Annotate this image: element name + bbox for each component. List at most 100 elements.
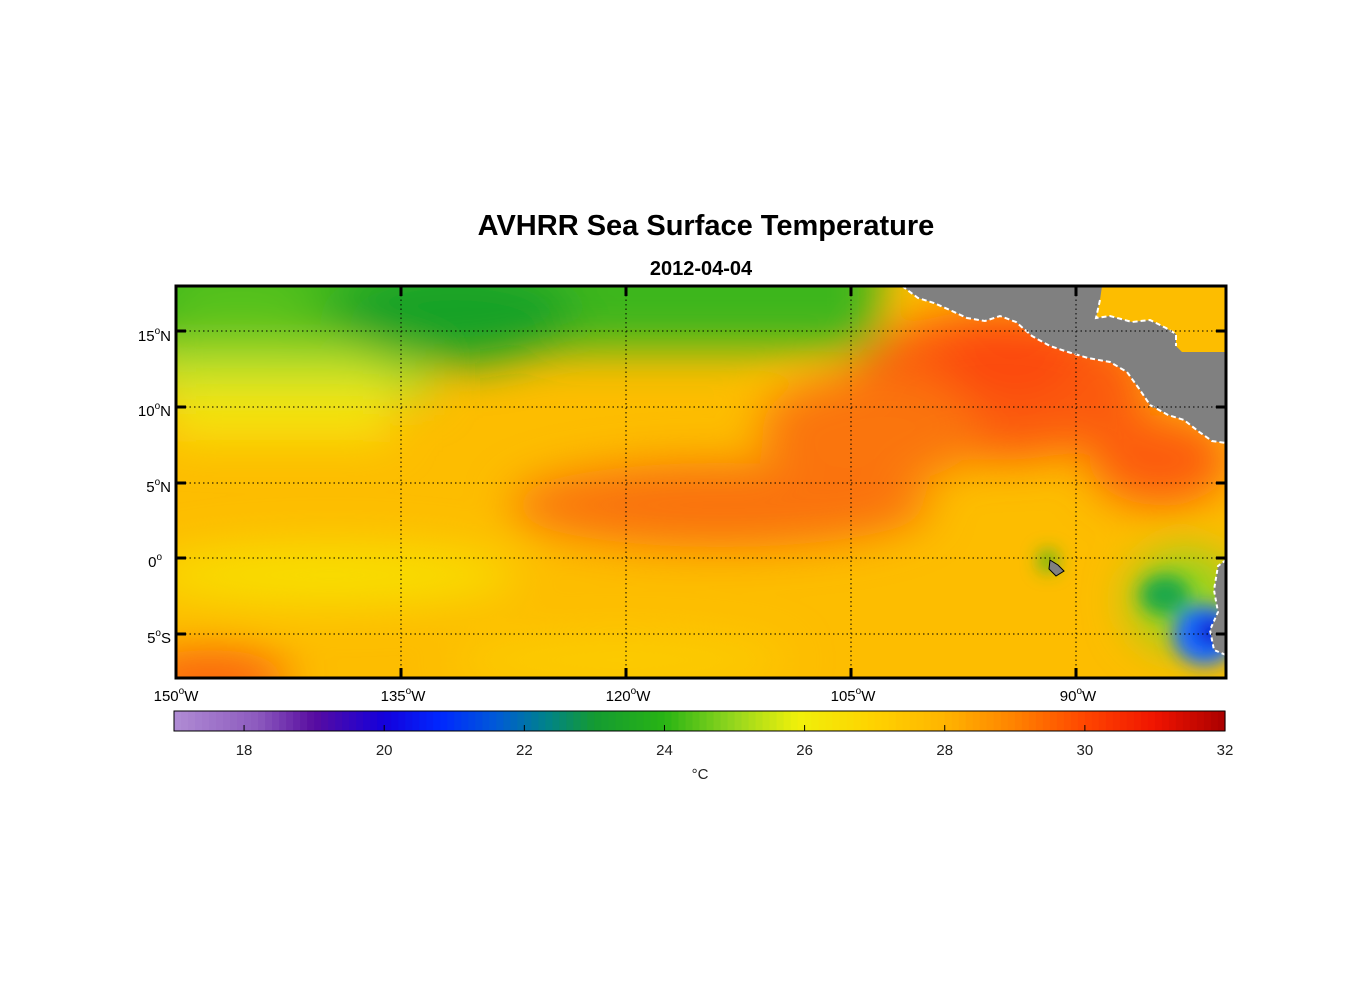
colorbar-cell [685,711,694,731]
y-tick-label: 15oN [138,326,171,345]
colorbar-cell [1147,711,1156,731]
colorbar-cell [678,711,687,731]
colorbar-cell [1014,711,1023,731]
land-gulf-cutout [1096,286,1226,352]
colorbar-cell [531,711,539,731]
colorbar-cell [867,711,876,731]
colorbar-tick-label: 18 [236,742,253,759]
colorbar-cell [370,711,378,731]
colorbar-cell [433,711,441,731]
colorbar-cell [489,711,497,731]
colorbar-cell [699,711,708,731]
colorbar-tick-label: 22 [516,742,533,759]
colorbar-cell [405,711,413,731]
colorbar-cell [573,711,581,731]
colorbar-cell [391,711,399,731]
colorbar-cell [1196,711,1205,731]
colorbar-cell [944,711,953,731]
colorbar-cell [1133,711,1142,731]
colorbar-cell [1063,711,1072,731]
colorbar-cell [244,711,252,731]
colorbar-cell [356,711,364,731]
colorbar-cell [1182,711,1191,731]
colorbar-cell [587,711,595,731]
colorbar-cell [1070,711,1079,731]
colorbar-cell [1042,711,1051,731]
colorbar-cell [412,711,420,731]
x-tick-label: 90oW [1060,686,1097,705]
region-warm-pool-mid [760,375,980,485]
colorbar-cell [1168,711,1177,731]
land-galapagos [1048,559,1065,577]
colorbar-cell [776,711,785,731]
colorbar-cell [1035,711,1044,731]
colorbar-cell [916,711,925,731]
colorbar-cell [559,711,567,731]
colorbar-cell [286,711,294,731]
colorbar-cell [594,711,603,731]
colorbar-cell [860,711,869,731]
colorbar-cell [538,711,546,731]
chart-subtitle: 2012-04-04 [650,258,753,280]
colorbar-cell [734,711,743,731]
colorbar-cell [986,711,995,731]
y-tick-label: 10oN [138,401,171,420]
colorbar-cell [1084,711,1093,731]
colorbar-cell [888,711,897,731]
colorbar-cell [713,711,722,731]
colorbar-cell [482,711,490,731]
colorbar-cell [517,711,525,731]
colorbar-cell [811,711,820,731]
colorbar-cell [1154,711,1163,731]
colorbar-tick-label: 30 [1077,742,1094,759]
colorbar-cell [1210,711,1219,731]
colorbar-cell [741,711,750,731]
colorbar-cell [1119,711,1128,731]
colorbar-cell [909,711,918,731]
colorbar-cell [608,711,617,731]
colorbar-cell [440,711,448,731]
colorbar-cell [748,711,757,731]
frame-ticks [176,286,1226,678]
land-yucatan-edge [1094,299,1177,346]
chart-title: AVHRR Sea Surface Temperature [478,210,935,242]
colorbar-cell [965,711,974,731]
region-coldest-patch [335,286,575,365]
colorbar-tick-label: 24 [656,742,673,759]
colorbar-cell [265,711,273,731]
x-tick-label: 135oW [381,686,427,705]
colorbar-ticks: 18 20 22 24 26 28 30 32 [236,725,1234,759]
colorbar-cell [1140,711,1149,731]
colorbar-cell [580,711,588,731]
colorbar-cell [762,711,771,731]
colorbar-cell [377,711,385,731]
colorbar-cell [426,711,434,731]
region-yellow-lower-center [450,635,790,678]
colorbar-cell [1077,711,1086,731]
colorbar-cell [1112,711,1121,731]
y-tick-label: 5oS [147,628,171,647]
colorbar-cell [881,711,890,731]
y-tick-labels: 15oN 10oN 5oN 0o 5oS [138,326,171,647]
region-gulf-warm-patch [1090,415,1226,505]
colorbar-tick-label: 32 [1217,742,1234,759]
colorbar-label: °C [692,766,709,783]
colorbar-cell [930,711,939,731]
colorbar-cell [1217,711,1226,731]
colorbar-cell [216,711,224,731]
colorbar-cell [524,711,532,731]
colorbar-cell [1056,711,1065,731]
colorbar-cell [832,711,841,731]
colorbar-cell [1091,711,1100,731]
colorbar-cell [846,711,855,731]
colorbar-cell [1021,711,1030,731]
colorbar-cell [419,711,427,731]
colorbar-cell [447,711,455,731]
colorbar-cell [349,711,357,731]
colorbar-cell [503,711,511,731]
colorbar-cell [755,711,764,731]
colorbar-cell [1105,711,1114,731]
colorbar-cell [923,711,932,731]
colorbar-cell [636,711,645,731]
colorbar-cell [797,711,806,731]
